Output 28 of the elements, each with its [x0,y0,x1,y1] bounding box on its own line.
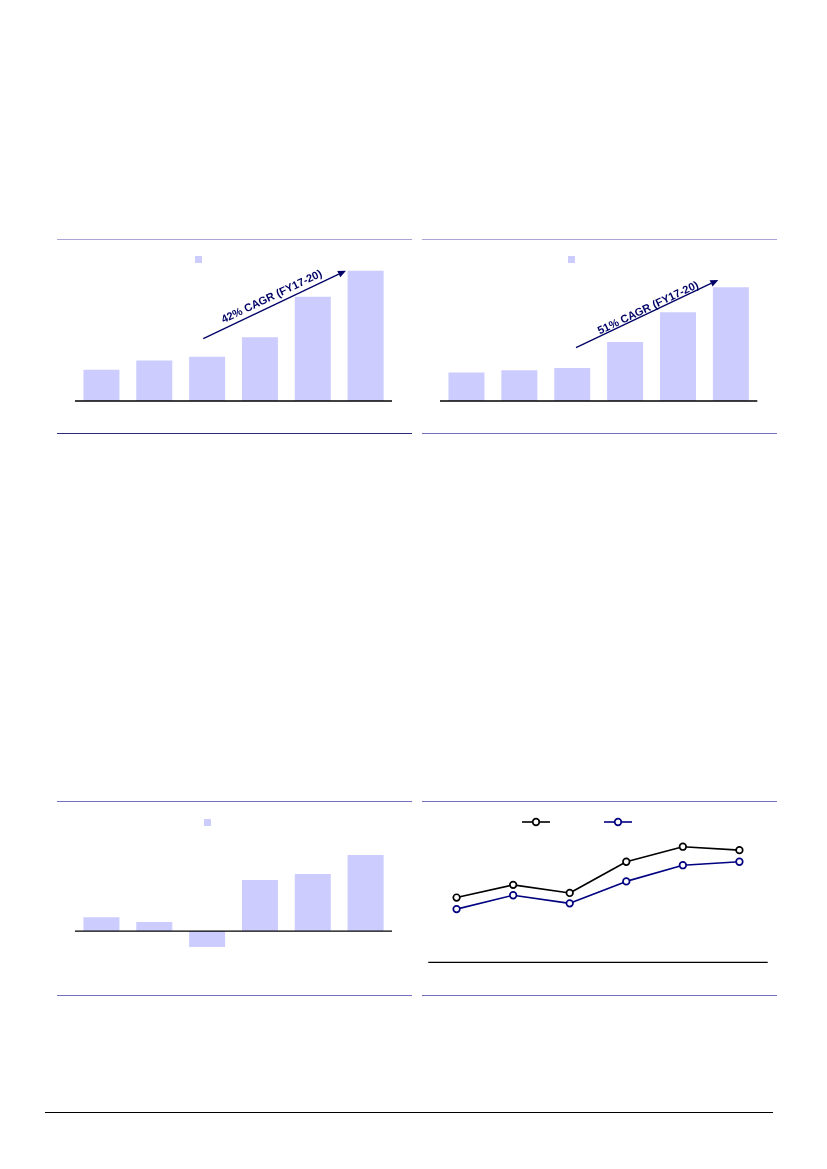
point [678,842,687,851]
bar [189,931,226,947]
point [622,857,631,866]
point [452,904,461,914]
bar [241,337,278,401]
point [622,877,631,886]
bar [347,855,384,932]
point [565,888,574,898]
bar [83,917,120,932]
point [678,861,687,870]
point [509,880,518,889]
bar [607,341,644,401]
bar [136,360,173,401]
point [509,891,518,900]
bar [501,370,538,401]
point [735,846,744,855]
bar [347,270,384,401]
point [735,857,744,866]
bar [294,874,331,932]
bar [554,368,591,401]
bar [241,880,278,932]
bar [659,312,696,401]
bar [448,372,485,401]
bar [712,287,749,401]
bar [83,369,120,401]
point [565,899,574,908]
bar [189,356,226,401]
point [452,893,461,902]
